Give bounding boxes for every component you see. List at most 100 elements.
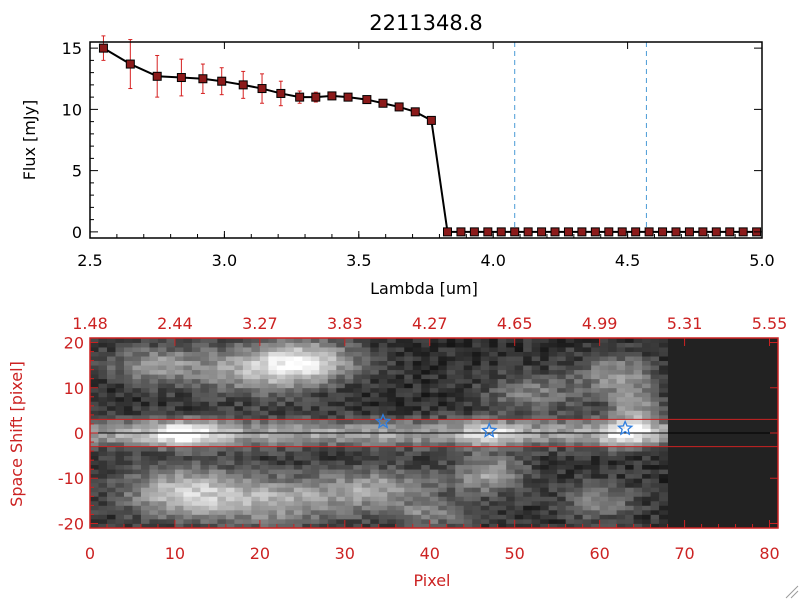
image-pixel bbox=[217, 405, 227, 411]
image-pixel bbox=[642, 342, 651, 348]
image-pixel bbox=[344, 401, 354, 407]
image-pixel bbox=[472, 401, 482, 407]
image-pixel bbox=[421, 442, 431, 447]
image-pixel bbox=[98, 360, 108, 366]
image-pixel bbox=[642, 401, 651, 407]
image-pixel bbox=[310, 482, 320, 488]
image-pixel bbox=[497, 374, 507, 380]
image-pixel bbox=[327, 351, 337, 357]
image-pixel bbox=[285, 387, 295, 393]
image-pixel bbox=[412, 460, 422, 466]
image-pixel bbox=[455, 360, 465, 366]
image-pixel bbox=[497, 423, 507, 429]
image-pixel bbox=[123, 414, 133, 420]
image-pixel bbox=[90, 523, 99, 529]
image-pixel bbox=[395, 523, 405, 529]
image-pixel bbox=[378, 369, 388, 375]
image-pixel bbox=[276, 419, 286, 425]
image-pixel bbox=[429, 419, 439, 425]
image-pixel bbox=[472, 347, 482, 352]
image-pixel bbox=[217, 433, 227, 438]
image-pixel bbox=[565, 414, 575, 420]
image-pixel bbox=[506, 505, 516, 511]
image-pixel bbox=[616, 496, 626, 502]
image-pixel bbox=[395, 347, 405, 352]
image-pixel bbox=[565, 442, 575, 447]
image-pixel bbox=[438, 460, 448, 466]
image-pixel bbox=[90, 482, 99, 488]
image-pixel bbox=[625, 419, 635, 425]
image-pixel bbox=[293, 378, 303, 384]
image-pixel bbox=[115, 347, 125, 352]
image-pixel bbox=[293, 369, 303, 375]
image-pixel bbox=[225, 351, 235, 357]
image-pixel bbox=[472, 518, 482, 524]
image-pixel bbox=[285, 396, 295, 402]
image-pixel bbox=[642, 378, 651, 384]
image-pixel bbox=[480, 387, 490, 393]
image-pixel bbox=[251, 455, 261, 461]
image-pixel bbox=[98, 378, 108, 384]
image-pixel bbox=[166, 428, 176, 434]
image-pixel bbox=[531, 383, 541, 389]
image-pixel bbox=[523, 487, 533, 493]
image-pixel bbox=[582, 487, 592, 493]
image-pixel bbox=[480, 342, 490, 348]
image-pixel bbox=[319, 347, 329, 352]
image-pixel bbox=[497, 433, 507, 438]
image-pixel bbox=[625, 396, 635, 402]
flux-data-point bbox=[426, 115, 436, 125]
image-pixel bbox=[106, 464, 116, 470]
image-pixel bbox=[633, 518, 643, 524]
image-pixel bbox=[106, 437, 116, 443]
image-pixel bbox=[191, 428, 201, 434]
image-pixel bbox=[463, 374, 473, 380]
image-pixel bbox=[327, 446, 337, 452]
image-pixel bbox=[378, 460, 388, 466]
image-pixel bbox=[642, 500, 651, 506]
image-pixel bbox=[217, 387, 227, 393]
image-pixel bbox=[225, 374, 235, 380]
image-pixel bbox=[480, 500, 490, 506]
image-pixel bbox=[157, 464, 167, 470]
image-pixel bbox=[242, 428, 252, 434]
flux-data-point bbox=[563, 227, 573, 237]
image-pixel bbox=[132, 387, 142, 393]
image-pixel bbox=[285, 365, 295, 371]
image-pixel bbox=[480, 460, 490, 466]
image-pixel bbox=[174, 442, 184, 447]
image-pixel bbox=[489, 419, 499, 425]
image-pixel bbox=[115, 401, 125, 407]
image-pixel bbox=[302, 433, 312, 438]
image-pixel bbox=[242, 478, 252, 484]
image-pixel bbox=[191, 505, 201, 511]
image-pixel bbox=[208, 523, 218, 529]
image-pixel bbox=[659, 451, 668, 457]
image-pixel bbox=[438, 469, 448, 475]
image-pixel bbox=[132, 518, 142, 524]
image-pixel bbox=[200, 509, 210, 515]
flux-data-point bbox=[176, 73, 186, 83]
image-pixel bbox=[650, 369, 660, 375]
image-pixel bbox=[438, 338, 448, 343]
image-pixel bbox=[90, 392, 99, 398]
image-pixel bbox=[455, 405, 465, 411]
image-pixel bbox=[650, 342, 660, 348]
image-pixel bbox=[497, 360, 507, 366]
image-pixel bbox=[319, 396, 329, 402]
image-pixel bbox=[463, 338, 473, 343]
image-pixel bbox=[225, 500, 235, 506]
image-pixel bbox=[183, 351, 193, 357]
image-pixel bbox=[140, 505, 150, 511]
image-pixel bbox=[540, 433, 550, 438]
image-pixel bbox=[472, 433, 482, 438]
resize-grip[interactable] bbox=[785, 585, 799, 599]
image-pixel bbox=[625, 387, 635, 393]
image-pixel bbox=[217, 401, 227, 407]
image-pixel bbox=[421, 509, 431, 515]
image-pixel bbox=[285, 455, 295, 461]
image-pixel bbox=[149, 451, 159, 457]
image-pixel bbox=[582, 469, 592, 475]
image-pixel bbox=[429, 505, 439, 511]
image-pixel bbox=[183, 469, 193, 475]
